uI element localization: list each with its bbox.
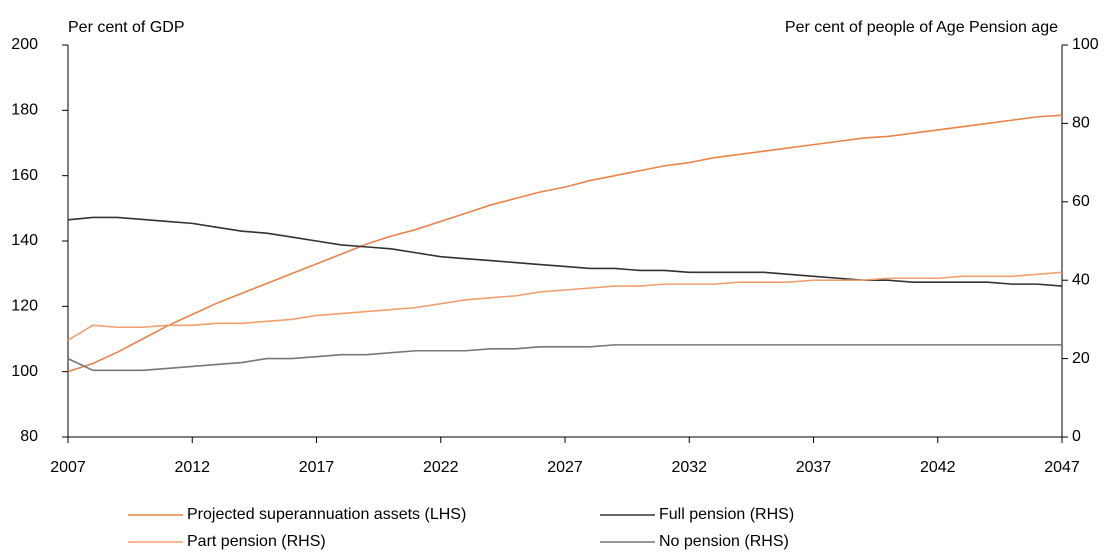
legend-label: Projected superannuation assets (LHS) (187, 506, 466, 523)
y-tick-label: 100 (11, 363, 38, 380)
y2-tick-label: 40 (1072, 271, 1090, 288)
x-tick-label: 2027 (547, 459, 583, 476)
y-axis-label: Per cent of GDP (68, 19, 185, 36)
series-line (67, 216, 1063, 287)
series-line (67, 114, 1063, 373)
y-tick-label: 80 (20, 428, 38, 445)
y2-tick-label: 80 (1072, 115, 1090, 132)
x-tick-label: 2012 (174, 459, 210, 476)
y-tick-label: 160 (11, 167, 38, 184)
legend-label: Full pension (RHS) (659, 506, 794, 523)
x-tick-label: 2032 (671, 459, 707, 476)
legend-label: Part pension (RHS) (187, 533, 326, 550)
y2-tick-label: 0 (1072, 428, 1081, 445)
x-tick-label: 2017 (299, 459, 335, 476)
series-line (67, 271, 1063, 341)
y2-tick-label: 20 (1072, 350, 1090, 367)
y2-tick-label: 100 (1072, 36, 1099, 53)
y-tick-label: 140 (11, 232, 38, 249)
x-tick-label: 2047 (1044, 459, 1080, 476)
y-tick-label: 180 (11, 102, 38, 119)
legend-label: No pension (RHS) (659, 533, 789, 550)
y-tick-label: 120 (11, 298, 38, 315)
series-line (67, 344, 1062, 372)
y2-tick-label: 60 (1072, 193, 1090, 210)
x-tick-label: 2022 (423, 459, 459, 476)
y-tick-label: 200 (11, 36, 38, 53)
x-tick-label: 2042 (920, 459, 956, 476)
x-tick-label: 2037 (796, 459, 832, 476)
x-tick-label: 2007 (50, 459, 86, 476)
y2-axis-label: Per cent of people of Age Pension age (785, 19, 1058, 36)
